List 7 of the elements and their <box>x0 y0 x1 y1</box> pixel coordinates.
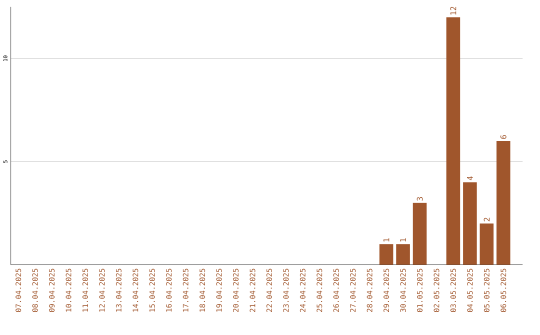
bar <box>446 17 460 265</box>
bar <box>463 182 477 265</box>
bar <box>412 203 427 265</box>
bar <box>480 224 494 265</box>
bar <box>496 141 510 265</box>
bar <box>396 244 410 265</box>
bar <box>379 244 394 265</box>
